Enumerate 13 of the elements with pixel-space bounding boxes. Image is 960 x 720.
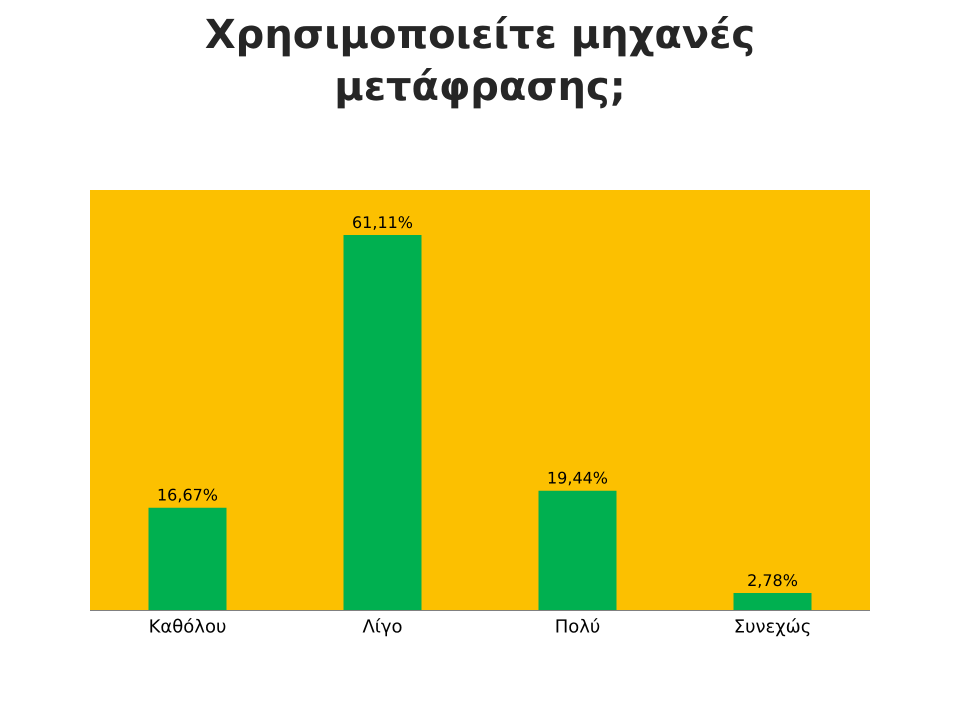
bar [344, 235, 422, 610]
x-tick-label: Πολύ [554, 616, 600, 638]
data-label: 19,44% [546, 468, 608, 488]
bar [148, 508, 226, 610]
bar [734, 592, 812, 610]
data-label: 2,78% [747, 570, 798, 590]
chart-title: Χρησιμοποιείτε μηχανές μετάφρασης; [204, 12, 756, 110]
x-tick-label: Συνεχώς [734, 616, 812, 638]
x-tick-label: Λίγο [362, 616, 403, 638]
data-label: 16,67% [156, 486, 218, 505]
bar [538, 490, 616, 610]
x-tick-label: Καθόλου [148, 616, 226, 638]
data-label: 61,11% [352, 213, 414, 232]
